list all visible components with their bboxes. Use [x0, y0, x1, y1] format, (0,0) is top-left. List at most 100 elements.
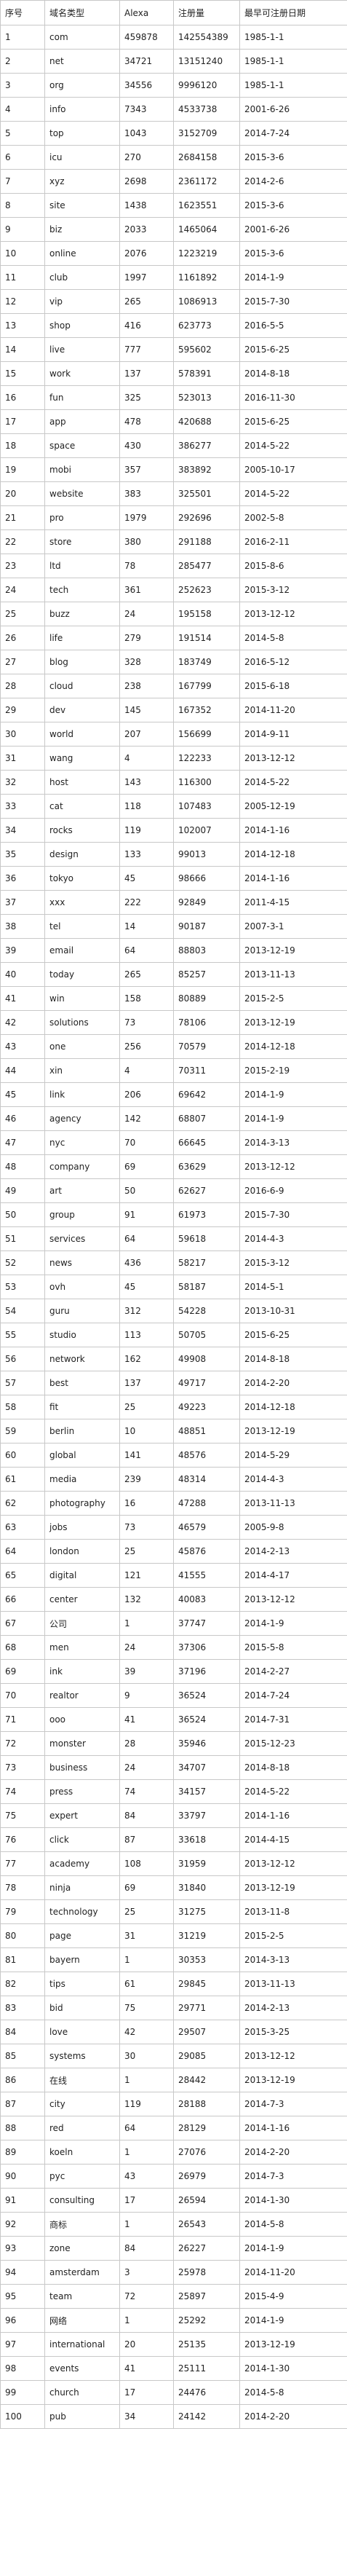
cell-alexa: 270: [119, 145, 174, 170]
cell-earliest-date: 2014-2-13: [239, 1996, 347, 2020]
cell-earliest-date: 2015-2-5: [239, 986, 347, 1011]
cell-index: 69: [0, 1659, 45, 1684]
cell-registrations: 4533738: [173, 97, 240, 122]
cell-earliest-date: 2014-9-11: [239, 722, 347, 747]
cell-registrations: 49908: [173, 1347, 240, 1371]
cell-domain-type: win: [44, 986, 120, 1011]
cell-earliest-date: 2005-10-17: [239, 457, 347, 482]
cell-domain-type: academy: [44, 1851, 120, 1876]
cell-domain-type: xyz: [44, 169, 120, 194]
cell-alexa: 14: [119, 914, 174, 939]
cell-earliest-date: 2014-1-9: [239, 265, 347, 290]
cell-alexa: 459878: [119, 25, 174, 50]
cell-alexa: 41: [119, 2356, 174, 2381]
cell-domain-type: tech: [44, 578, 120, 602]
cell-earliest-date: 2013-12-19: [239, 2332, 347, 2357]
table-row: 9 biz 2033 1465064 2001-6-26: [0, 217, 347, 242]
cell-domain-type: email: [44, 938, 120, 963]
cell-alexa: 256: [119, 1034, 174, 1059]
cell-alexa: 132: [119, 1587, 174, 1612]
cell-registrations: 2684158: [173, 145, 240, 170]
cell-domain-type: realtor: [44, 1683, 120, 1708]
table-row: 40 today 265 85257 2013-11-13: [0, 962, 347, 987]
cell-registrations: 98666: [173, 866, 240, 891]
cell-domain-type: men: [44, 1635, 120, 1660]
cell-index: 25: [0, 602, 45, 626]
cell-earliest-date: 2014-5-29: [239, 1443, 347, 1468]
cell-index: 43: [0, 1034, 45, 1059]
cell-alexa: 41: [119, 1707, 174, 1732]
table-row: 79 technology 25 31275 2013-11-8: [0, 1899, 347, 1924]
cell-alexa: 1997: [119, 265, 174, 290]
table-row: 30 world 207 156699 2014-9-11: [0, 722, 347, 747]
cell-index: 20: [0, 481, 45, 506]
cell-index: 77: [0, 1851, 45, 1876]
cell-index: 82: [0, 1972, 45, 1996]
cell-index: 57: [0, 1371, 45, 1395]
cell-earliest-date: 2014-5-22: [239, 1779, 347, 1804]
cell-registrations: 1161892: [173, 265, 240, 290]
cell-index: 19: [0, 457, 45, 482]
table-row: 20 website 383 325501 2014-5-22: [0, 481, 347, 506]
cell-domain-type: pyc: [44, 2164, 120, 2189]
cell-earliest-date: 2014-1-16: [239, 2116, 347, 2140]
cell-domain-type: ninja: [44, 1875, 120, 1900]
cell-domain-type: 在线: [44, 2068, 120, 2092]
cell-registrations: 66645: [173, 1130, 240, 1155]
cell-domain-type: digital: [44, 1563, 120, 1588]
cell-alexa: 3: [119, 2260, 174, 2285]
table-row: 77 academy 108 31959 2013-12-12: [0, 1851, 347, 1876]
cell-registrations: 36524: [173, 1707, 240, 1732]
table-row: 48 company 69 63629 2013-12-12: [0, 1154, 347, 1179]
cell-domain-type: club: [44, 265, 120, 290]
table-row: 17 app 478 420688 2015-6-25: [0, 409, 347, 434]
cell-registrations: 31840: [173, 1875, 240, 1900]
cell-earliest-date: 2015-3-6: [239, 193, 347, 218]
cell-domain-type: buzz: [44, 602, 120, 626]
table-row: 19 mobi 357 383892 2005-10-17: [0, 457, 347, 482]
cell-index: 48: [0, 1154, 45, 1179]
table-row: 75 expert 84 33797 2014-1-16: [0, 1803, 347, 1828]
cell-index: 98: [0, 2356, 45, 2381]
cell-index: 66: [0, 1587, 45, 1612]
cell-registrations: 292696: [173, 505, 240, 530]
cell-earliest-date: 2014-1-9: [239, 2308, 347, 2333]
cell-earliest-date: 2013-11-8: [239, 1899, 347, 1924]
cell-domain-type: events: [44, 2356, 120, 2381]
cell-domain-type: fun: [44, 385, 120, 410]
cell-registrations: 33618: [173, 1827, 240, 1852]
cell-alexa: 45: [119, 866, 174, 891]
cell-registrations: 50705: [173, 1323, 240, 1347]
cell-earliest-date: 2016-5-12: [239, 650, 347, 674]
cell-index: 23: [0, 554, 45, 578]
cell-registrations: 28188: [173, 2092, 240, 2116]
cell-index: 74: [0, 1779, 45, 1804]
cell-earliest-date: 2014-5-22: [239, 433, 347, 458]
cell-domain-type: studio: [44, 1323, 120, 1347]
cell-registrations: 58217: [173, 1250, 240, 1275]
cell-domain-type: network: [44, 1347, 120, 1371]
cell-domain-type: expert: [44, 1803, 120, 1828]
cell-registrations: 156699: [173, 722, 240, 747]
cell-alexa: 1: [119, 2068, 174, 2092]
cell-earliest-date: 2014-5-8: [239, 626, 347, 650]
table-row: 63 jobs 73 46579 2005-9-8: [0, 1515, 347, 1540]
cell-index: 80: [0, 1923, 45, 1948]
table-row: 29 dev 145 167352 2014-11-20: [0, 698, 347, 722]
table-row: 72 monster 28 35946 2015-12-23: [0, 1731, 347, 1756]
table-row: 93 zone 84 26227 2014-1-9: [0, 2236, 347, 2261]
table-row: 89 koeln 1 27076 2014-2-20: [0, 2140, 347, 2165]
cell-registrations: 29507: [173, 2020, 240, 2044]
cell-earliest-date: 2015-3-6: [239, 145, 347, 170]
table-row: 24 tech 361 252623 2015-3-12: [0, 578, 347, 602]
cell-domain-type: page: [44, 1923, 120, 1948]
cell-registrations: 183749: [173, 650, 240, 674]
cell-index: 54: [0, 1299, 45, 1323]
cell-index: 28: [0, 674, 45, 698]
cell-index: 4: [0, 97, 45, 122]
table-row: 39 email 64 88803 2013-12-19: [0, 938, 347, 963]
cell-alexa: 73: [119, 1010, 174, 1035]
cell-domain-type: press: [44, 1779, 120, 1804]
cell-registrations: 29845: [173, 1972, 240, 1996]
cell-domain-type: media: [44, 1467, 120, 1492]
